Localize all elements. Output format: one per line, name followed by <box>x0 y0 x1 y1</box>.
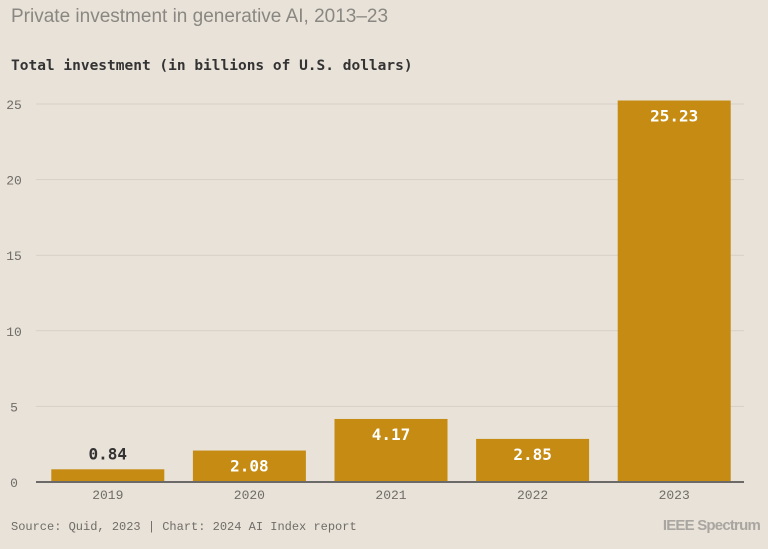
y-tick-label: 0 <box>10 476 18 491</box>
data-label: 2.08 <box>230 457 269 476</box>
data-label: 0.84 <box>89 444 128 463</box>
x-tick-label: 2019 <box>92 488 123 503</box>
data-label: 2.85 <box>513 445 552 464</box>
y-tick-label: 20 <box>6 174 22 189</box>
bar-2019 <box>51 469 165 482</box>
x-tick-label: 2020 <box>234 488 265 503</box>
x-tick-label: 2023 <box>659 488 690 503</box>
chart-title: Private investment in generative AI, 201… <box>11 6 389 27</box>
bar-2020 <box>192 450 306 482</box>
y-tick-label: 15 <box>6 249 22 264</box>
source-note: Source: Quid, 2023 | Chart: 2024 AI Inde… <box>11 520 357 534</box>
bar-2021 <box>334 418 448 482</box>
data-label: 4.17 <box>372 425 411 444</box>
ieee-spectrum-logo: IEEE Spectrum <box>662 517 761 534</box>
bar-2022 <box>476 438 590 482</box>
data-label: 25.23 <box>650 107 698 126</box>
y-tick-label: 5 <box>10 400 18 415</box>
y-tick-label: 25 <box>6 98 22 113</box>
x-tick-label: 2021 <box>375 488 406 503</box>
y-axis-label: Total investment (in billions of U.S. do… <box>11 58 413 74</box>
bar-2023 <box>617 100 731 482</box>
x-tick-label: 2022 <box>517 488 548 503</box>
y-tick-label: 10 <box>6 325 22 340</box>
